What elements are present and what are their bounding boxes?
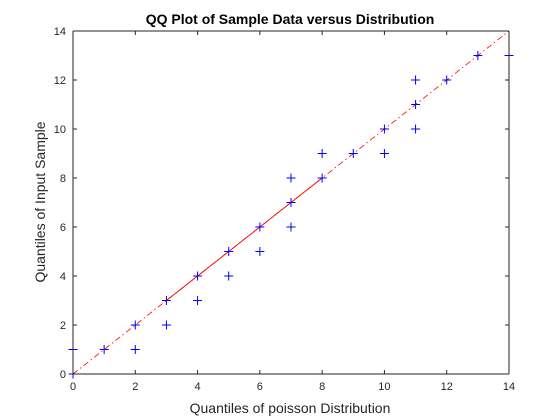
data-point (286, 222, 296, 232)
y-tick-label: 2 (60, 320, 66, 332)
x-tick-label: 8 (319, 381, 325, 393)
data-point (286, 198, 296, 207)
y-tick-label: 6 (60, 222, 66, 234)
data-point (161, 320, 171, 330)
data-point (317, 149, 327, 158)
x-tick-label: 6 (257, 381, 263, 393)
data-point (411, 124, 421, 134)
data-point (255, 247, 265, 256)
tick-labels: 0 2 4 6 8 10 12 14 0 2 4 6 8 10 12 14 (54, 26, 515, 393)
reference-line-dashdot (72, 30, 510, 375)
data-point (193, 271, 203, 281)
data-point (255, 222, 265, 232)
data-point (411, 75, 421, 85)
data-point (286, 173, 296, 183)
y-tick-label: 14 (54, 26, 66, 38)
x-tick-label: 4 (195, 381, 201, 393)
x-tick-label: 14 (503, 381, 515, 393)
y-tick-label: 12 (54, 75, 66, 87)
x-tick-label: 2 (132, 381, 138, 393)
y-tick-label: 8 (60, 173, 66, 185)
data-point (348, 149, 358, 158)
chart-title: QQ Plot of Sample Data versus Distributi… (146, 11, 435, 27)
x-axis-label: Quantiles of poisson Distribution (190, 400, 391, 416)
data-point (193, 296, 203, 305)
x-tick-label: 10 (378, 381, 390, 393)
data-point (130, 320, 140, 330)
data-point (317, 173, 327, 183)
x-tick-label: 12 (441, 381, 453, 393)
data-point (161, 296, 171, 305)
y-axis-label: Quantiles of Input Sample (32, 121, 48, 282)
y-tick-label: 10 (54, 124, 66, 136)
reference-line (72, 30, 510, 375)
x-tick-label: 0 (70, 381, 76, 393)
data-point (442, 75, 452, 85)
axes (72, 30, 510, 375)
data-point (379, 149, 389, 158)
data-point (224, 271, 234, 281)
y-tick-label: 0 (60, 369, 66, 381)
data-point (224, 247, 234, 256)
data-point (99, 345, 109, 354)
y-tick-label: 4 (60, 271, 66, 283)
data-point (379, 124, 389, 134)
data-point (130, 345, 140, 354)
data-point (473, 51, 483, 60)
data-point (411, 100, 421, 109)
reference-line-solid (166, 177, 323, 301)
